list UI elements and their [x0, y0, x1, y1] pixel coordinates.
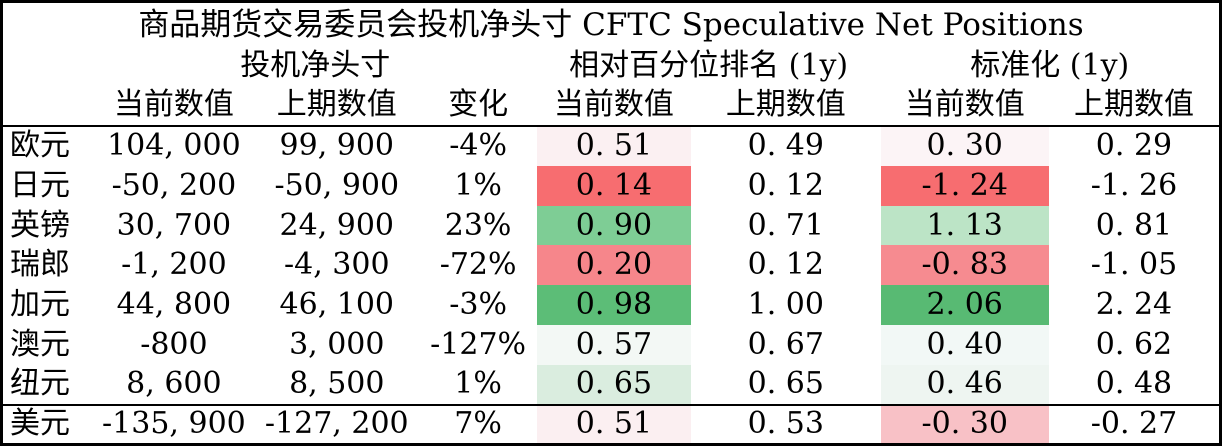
table-row: 欧元 104, 000 99, 900 -4% 0. 51 0. 49 0. 30 0. 29: [2, 126, 1221, 166]
cell-std-previous: 2. 24: [1095, 287, 1173, 323]
cell-pos-current: 44, 800: [116, 287, 232, 323]
group-header-net-positions: 投机净头寸: [240, 48, 391, 83]
cell-pos-current: 30, 700: [116, 207, 232, 243]
cell-change: 1%: [454, 366, 502, 402]
cell-pct-previous: 0. 71: [747, 207, 824, 243]
cell-pos-previous: -127, 200: [254, 403, 420, 445]
cell-pct-previous: 0. 53: [691, 403, 881, 445]
cell-currency: 英镑: [10, 207, 70, 243]
cell-pct-previous: 0. 67: [747, 326, 824, 362]
cell-change: 1%: [454, 167, 502, 203]
cell-std-previous: -1. 26: [1090, 167, 1178, 203]
cell-pos-previous: -50, 900: [274, 167, 400, 203]
cell-change: -127%: [430, 326, 527, 362]
cell-std-current: -1. 24: [880, 165, 1049, 206]
cell-change: -4%: [449, 128, 507, 164]
cell-std-previous: 0. 29: [1095, 128, 1173, 164]
cell-currency: 欧元: [10, 128, 70, 164]
group-header-spacer: [2, 47, 94, 85]
cell-pos-current: -50, 200: [111, 167, 237, 203]
cell-pos-current: 8, 600: [126, 366, 222, 402]
cell-pct-current: 0. 65: [536, 364, 692, 405]
cell-pos-previous: 24, 900: [279, 207, 395, 243]
cell-pos-current: -1, 200: [121, 247, 227, 283]
table-row: 日元 -50, 200 -50, 900 1% 0. 14 0. 12 -1. 24 -1. …: [2, 165, 1221, 206]
group-header-standardized: 标准化 (1y): [970, 48, 1130, 83]
cell-pct-previous: 0. 12: [747, 167, 824, 203]
title-row: 商品期货交易委员会投机净头寸 CFTC Speculative Net Posi…: [2, 2, 1221, 48]
table-row: 加元 44, 800 46, 100 -3% 0. 98 1. 00 2. 06 2. 24: [2, 285, 1221, 326]
cell-std-previous: 0. 62: [1095, 326, 1173, 362]
cell-std-current: -0. 83: [880, 245, 1049, 286]
column-header-pct-previous: 上期数值: [691, 85, 881, 127]
column-header-pos-current: 当前数值: [93, 85, 255, 127]
cell-std-current: 0. 40: [880, 325, 1049, 365]
cell-change: 23%: [444, 207, 512, 243]
cell-pct-previous: 0. 49: [747, 128, 824, 164]
cell-pos-previous: 8, 500: [289, 366, 385, 402]
table-row: 美元 -135, 900 -127, 200 7% 0. 51 0. 53 -0. 30 -0…: [1, 403, 1221, 445]
cell-pct-current: 0. 14: [536, 165, 692, 206]
cell-change: -3%: [449, 287, 507, 323]
column-header-row: 当前数值 上期数值 变化 当前数值 上期数值 当前数值 上期数值: [1, 85, 1221, 127]
cell-std-previous: -0. 27: [1048, 403, 1221, 445]
cell-std-current: 0. 46: [880, 364, 1049, 405]
cell-pos-previous: 3, 000: [289, 326, 385, 362]
column-group-row: 投机净头寸 相对百分位排名 (1y) 标准化 (1y): [2, 47, 1221, 85]
table-title: 商品期货交易委员会投机净头寸 CFTC Speculative Net Posi…: [138, 6, 1084, 43]
cell-pct-current: 0. 20: [536, 245, 692, 286]
table-row: 瑞郎 -1, 200 -4, 300 -72% 0. 20 0. 12 -0. 83 -1. …: [2, 245, 1221, 286]
cell-change: 7%: [419, 403, 537, 445]
cell-std-previous: -1. 05: [1090, 247, 1178, 283]
cell-pct-current: 0. 98: [536, 285, 692, 326]
column-header-pos-previous: 上期数值: [254, 85, 420, 127]
cell-pos-current: 104, 000: [107, 128, 241, 164]
cell-change: -72%: [439, 247, 517, 283]
cell-pos-current: -135, 900: [93, 403, 255, 445]
group-header-percentile-rank: 相对百分位排名 (1y): [569, 48, 849, 83]
column-header-change: 变化: [419, 85, 537, 127]
cell-pos-current: -800: [140, 326, 208, 362]
cell-pos-previous: 99, 900: [279, 128, 395, 164]
column-header-spacer: [1, 85, 94, 127]
table-row: 英镑 30, 700 24, 900 23% 0. 90 0. 71 1. 13 0. 81: [2, 205, 1221, 246]
cell-std-current: 0. 30: [880, 126, 1049, 166]
cell-currency: 加元: [10, 287, 70, 323]
cell-std-current: 1. 13: [880, 205, 1049, 246]
cell-currency: 澳元: [10, 326, 70, 362]
cell-currency: 美元: [1, 403, 94, 445]
cell-std-previous: 0. 48: [1095, 366, 1173, 402]
column-header-std-previous: 上期数值: [1048, 85, 1221, 127]
column-header-pct-current: 当前数值: [536, 85, 692, 127]
table-body: 欧元 104, 000 99, 900 -4% 0. 51 0. 49 0. 30 0. 29…: [1, 126, 1221, 445]
cell-pct-previous: 0. 12: [747, 247, 824, 283]
cell-pos-previous: 46, 100: [279, 287, 395, 323]
cell-pct-current: 0. 90: [536, 205, 692, 246]
cell-pos-previous: -4, 300: [283, 247, 390, 283]
column-header-std-current: 当前数值: [880, 85, 1049, 127]
cell-currency: 日元: [10, 167, 70, 203]
cell-std-current: 2. 06: [880, 285, 1049, 326]
cell-pct-current: 0. 57: [536, 325, 692, 365]
cell-std-current: -0. 30: [880, 403, 1049, 445]
cell-pct-current: 0. 51: [536, 403, 692, 445]
cell-pct-previous: 0. 65: [747, 366, 824, 402]
cell-currency: 瑞郎: [10, 247, 70, 283]
table-row: 纽元 8, 600 8, 500 1% 0. 65 0. 65 0. 46 0. 48: [2, 364, 1221, 405]
cell-pct-previous: 1. 00: [747, 287, 824, 323]
table-row: 澳元 -800 3, 000 -127% 0. 57 0. 67 0. 40 0. 62: [2, 325, 1221, 365]
cell-currency: 纽元: [10, 366, 70, 402]
cell-std-previous: 0. 81: [1095, 207, 1173, 243]
cell-pct-current: 0. 51: [536, 126, 692, 166]
